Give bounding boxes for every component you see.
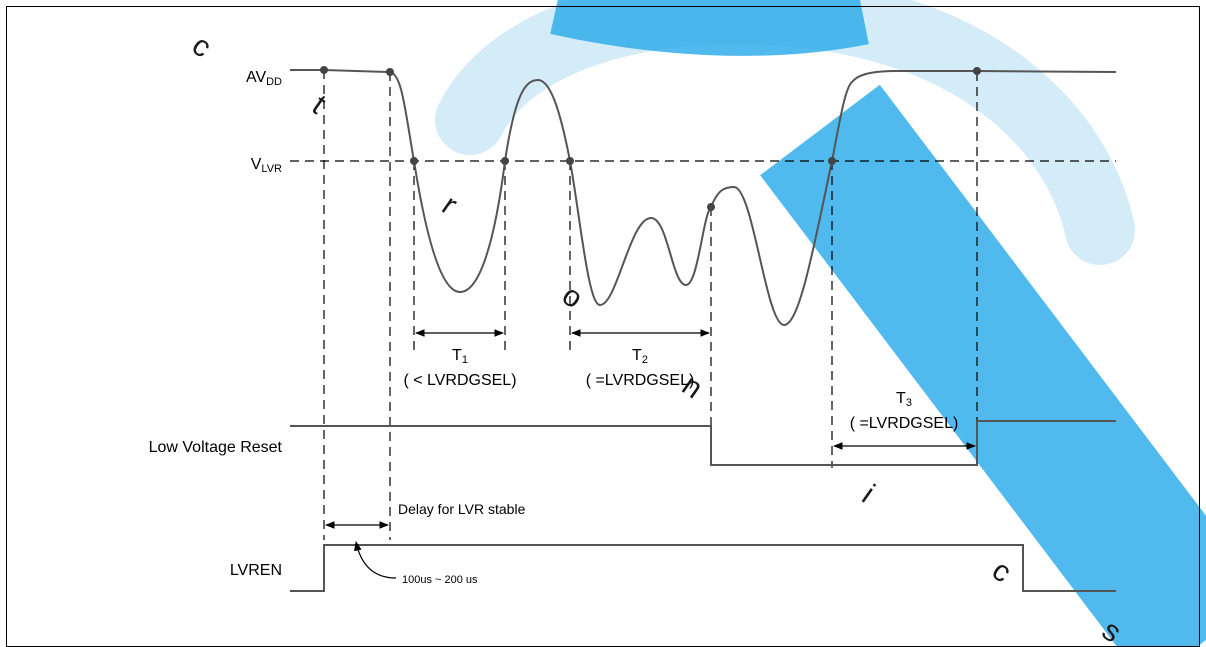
watermark-letter: t: [306, 89, 332, 121]
avdd-waveform: [290, 69, 1117, 327]
watermark: c t r o n i c s: [186, 0, 1206, 647]
waveform-point: [320, 66, 328, 74]
t3-label: T3: [896, 390, 912, 409]
t3-note: ( =LVRDGSEL): [850, 415, 959, 432]
watermark-letter: c: [986, 554, 1017, 590]
watermark-letter: r: [436, 189, 463, 222]
signal-label-avdd-sub: DD: [266, 76, 282, 88]
waveform-point: [707, 203, 715, 211]
t1-note: ( < LVRDGSEL): [403, 372, 516, 389]
signal-label-low-voltage-reset: Low Voltage Reset: [149, 439, 283, 456]
signal-label-vlvr-sub: LVR: [261, 163, 282, 175]
delay-range-callout-arrow: [354, 541, 397, 579]
t1-label-sub: 1: [462, 354, 468, 366]
t2-label-main: T: [632, 347, 642, 364]
waveform-point: [410, 157, 418, 165]
t3-label-main: T: [896, 390, 906, 407]
waveform-point: [973, 67, 981, 75]
signal-label-avdd-main: AV: [246, 69, 266, 86]
waveform-point: [828, 157, 836, 165]
t3-label-sub: 3: [906, 397, 912, 409]
lvren-signal: [290, 544, 1116, 592]
watermark-stroke-right: [760, 84, 1206, 647]
low-voltage-reset-signal: [290, 420, 1116, 466]
t2-label: T2: [632, 347, 648, 366]
t2-label-sub: 2: [642, 354, 648, 366]
t1-label: T1: [452, 347, 468, 366]
delay-range-label: 100us ~ 200 us: [402, 574, 478, 586]
watermark-letter: i: [856, 479, 880, 510]
guide-lines: [323, 70, 978, 540]
waveform-point: [386, 68, 394, 76]
signal-label-vlvr-main: V: [251, 156, 262, 173]
t2-note: ( =LVRDGSEL): [586, 372, 695, 389]
watermark-letter: o: [556, 279, 589, 316]
watermark-letter: c: [186, 29, 217, 65]
waveform-point: [566, 157, 574, 165]
watermark-stroke-top: [550, 0, 869, 56]
waveform-points: [320, 66, 981, 211]
signal-label-vlvr: VLVR: [251, 156, 282, 175]
waveform-point: [501, 157, 509, 165]
signal-label-lvren: LVREN: [230, 562, 282, 579]
t1-label-main: T: [452, 347, 462, 364]
signal-label-avdd: AVDD: [246, 69, 282, 88]
delay-label: Delay for LVR stable: [398, 501, 526, 517]
